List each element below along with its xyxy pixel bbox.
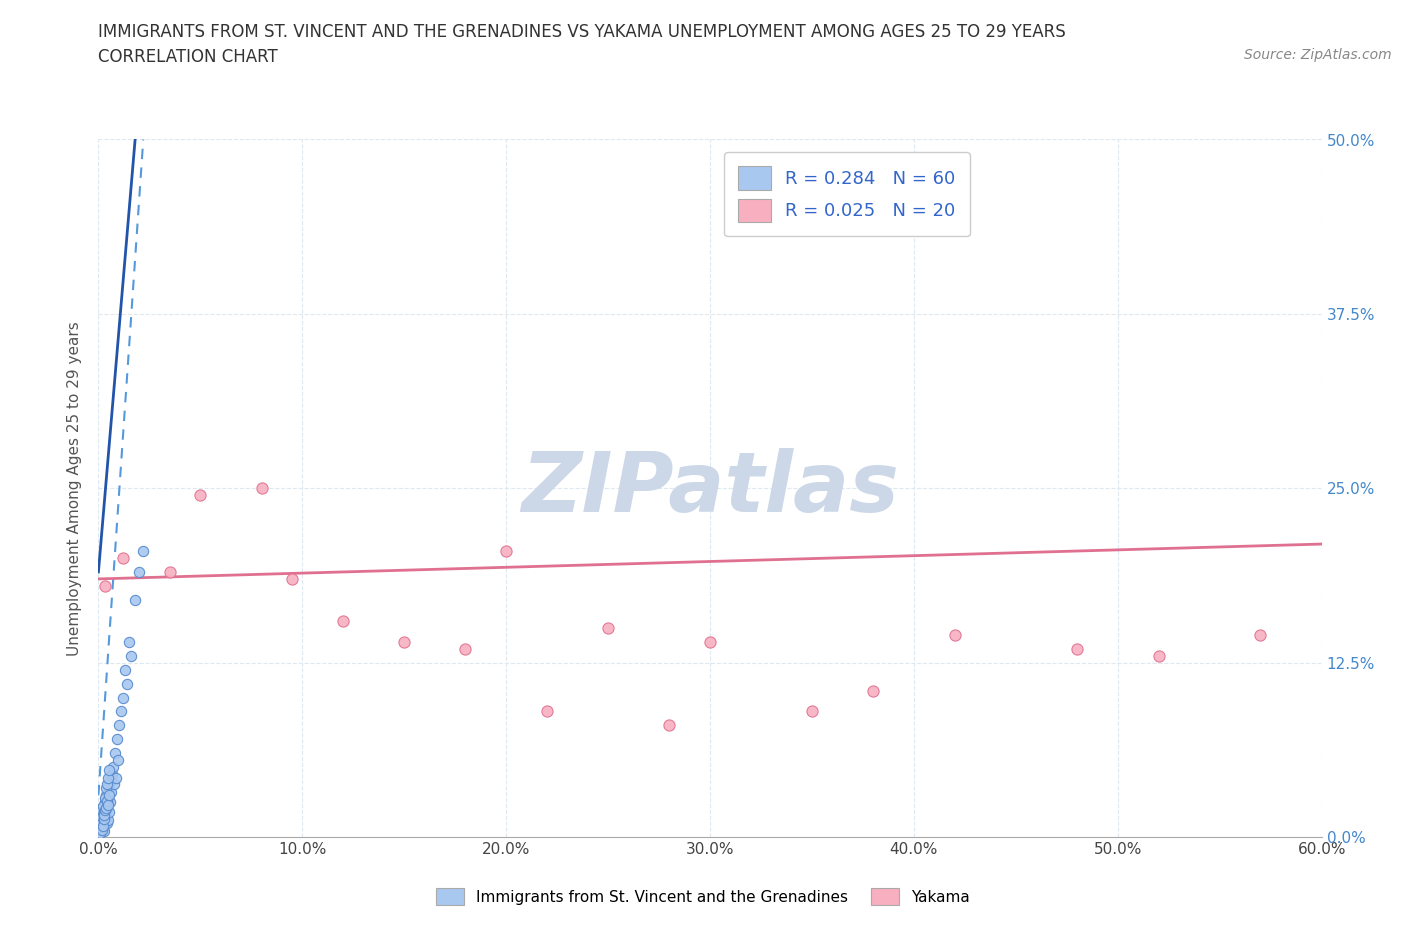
Point xyxy=(93,578,115,593)
Point xyxy=(97,790,120,805)
Point xyxy=(120,648,142,663)
Point xyxy=(107,753,129,768)
Point xyxy=(159,565,181,579)
Point xyxy=(862,683,884,698)
Point xyxy=(110,704,132,719)
Point xyxy=(801,704,824,719)
Point xyxy=(94,816,117,830)
Point xyxy=(90,816,112,830)
Point xyxy=(658,718,681,733)
Point xyxy=(101,760,124,775)
Point xyxy=(89,826,111,841)
Point xyxy=(90,815,112,830)
Point xyxy=(98,794,121,809)
Point xyxy=(96,800,118,815)
Point xyxy=(91,813,114,828)
Point xyxy=(98,804,121,819)
Point xyxy=(100,785,122,800)
Y-axis label: Unemployment Among Ages 25 to 29 years: Unemployment Among Ages 25 to 29 years xyxy=(67,321,83,656)
Point xyxy=(332,614,354,629)
Point xyxy=(97,798,120,813)
Point xyxy=(91,818,114,833)
Point xyxy=(97,813,120,828)
Point xyxy=(1066,642,1088,657)
Point xyxy=(118,634,141,649)
Point xyxy=(96,793,118,808)
Point xyxy=(93,790,115,805)
Point xyxy=(96,802,118,817)
Point xyxy=(115,676,138,691)
Legend: Immigrants from St. Vincent and the Grenadines, Yakama: Immigrants from St. Vincent and the Gren… xyxy=(429,880,977,913)
Point xyxy=(943,628,966,643)
Point xyxy=(124,592,146,607)
Point xyxy=(114,662,136,677)
Point xyxy=(97,781,120,796)
Point xyxy=(91,799,114,814)
Point xyxy=(90,823,112,838)
Point xyxy=(93,811,115,827)
Point xyxy=(105,732,128,747)
Point xyxy=(111,551,134,565)
Point xyxy=(104,771,127,786)
Point xyxy=(96,809,118,824)
Point xyxy=(89,823,111,838)
Point xyxy=(536,704,558,719)
Point xyxy=(132,543,155,558)
Point xyxy=(94,804,117,818)
Point xyxy=(103,777,125,791)
Text: ZIPatlas: ZIPatlas xyxy=(522,447,898,529)
Point xyxy=(93,807,115,822)
Point xyxy=(1249,628,1271,643)
Point xyxy=(93,804,115,819)
Point xyxy=(93,824,115,839)
Point xyxy=(281,571,304,587)
Point xyxy=(90,817,112,832)
Point xyxy=(90,802,112,817)
Point xyxy=(91,810,114,825)
Point xyxy=(89,820,111,835)
Point xyxy=(100,766,122,781)
Point xyxy=(94,781,117,796)
Point xyxy=(98,763,121,777)
Text: IMMIGRANTS FROM ST. VINCENT AND THE GRENADINES VS YAKAMA UNEMPLOYMENT AMONG AGES: IMMIGRANTS FROM ST. VINCENT AND THE GREN… xyxy=(98,23,1066,41)
Point xyxy=(495,543,517,558)
Point xyxy=(596,620,619,635)
Point xyxy=(111,690,134,705)
Point xyxy=(89,816,111,830)
Point xyxy=(250,481,273,496)
Point xyxy=(89,809,111,824)
Point xyxy=(108,718,131,733)
Point xyxy=(128,565,150,579)
Point xyxy=(699,634,721,649)
Point xyxy=(1147,648,1170,663)
Point xyxy=(96,816,118,830)
Point xyxy=(454,642,477,657)
Point xyxy=(91,818,114,833)
Text: Source: ZipAtlas.com: Source: ZipAtlas.com xyxy=(1244,48,1392,62)
Text: CORRELATION CHART: CORRELATION CHART xyxy=(98,48,278,66)
Point xyxy=(91,821,114,836)
Point xyxy=(93,794,115,809)
Point xyxy=(98,774,121,789)
Legend: R = 0.284   N = 60, R = 0.025   N = 20: R = 0.284 N = 60, R = 0.025 N = 20 xyxy=(724,152,970,236)
Point xyxy=(188,487,212,502)
Point xyxy=(96,777,118,791)
Point xyxy=(392,634,416,649)
Point xyxy=(104,746,127,761)
Point xyxy=(94,788,117,803)
Point xyxy=(97,771,120,786)
Point xyxy=(97,788,120,803)
